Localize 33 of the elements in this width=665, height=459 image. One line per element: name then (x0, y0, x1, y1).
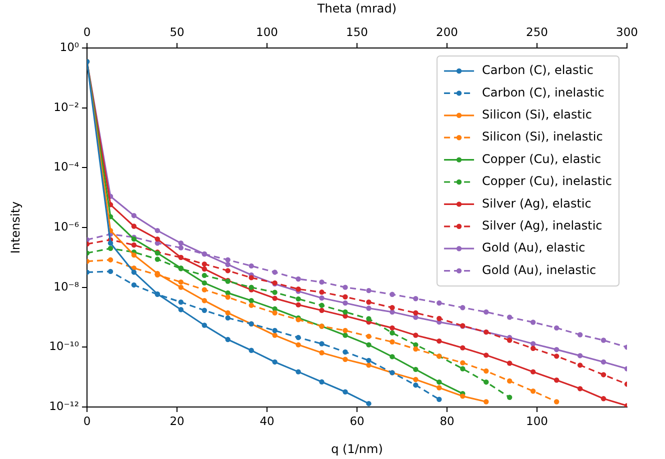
x2-axis-title: Theta (mrad) (316, 1, 397, 16)
legend-label: Silver (Ag), inelastic (482, 218, 602, 233)
x-axis-title: q (1/nm) (331, 442, 383, 456)
x2-tick-label: 150 (346, 25, 368, 40)
y-tick-label: 10⁻⁴ (54, 160, 80, 174)
legend-label: Copper (Cu), inelastic (482, 174, 612, 188)
legend-label: Gold (Au), inelastic (482, 262, 596, 277)
x-tick-label: 100 (526, 414, 548, 428)
legend-label: Silicon (Si), elastic (482, 108, 592, 122)
y-tick-label: 10⁻¹² (49, 398, 79, 413)
y-tick-label: 10⁻² (54, 100, 79, 114)
x-tick-label: 60 (350, 414, 364, 428)
y-tick-label: 10⁻⁸ (54, 279, 80, 294)
x2-tick-label: 50 (170, 25, 184, 40)
legend-label: Silver (Ag), elastic (482, 196, 592, 210)
y-tick-label: 10⁻¹⁰ (49, 339, 80, 354)
x2-tick-label: 0 (83, 25, 91, 40)
x-tick-label: 80 (440, 414, 454, 428)
y-axis-title: Intensity (8, 201, 22, 254)
x-tick-label: 0 (83, 414, 91, 428)
x2-tick-label: 250 (526, 25, 548, 40)
x2-tick-label: 200 (436, 25, 458, 40)
x2-tick-label: 100 (256, 25, 278, 40)
legend-label: Carbon (C), elastic (482, 63, 594, 78)
y-tick-label: 10⁻⁶ (54, 219, 80, 234)
x-tick-label: 20 (170, 414, 184, 428)
x2-tick-label: 300 (616, 25, 638, 40)
legend-label: Copper (Cu), elastic (482, 152, 602, 166)
legend-label: Gold (Au), elastic (482, 240, 586, 255)
y-tick-label: 10⁰ (60, 40, 80, 54)
x-tick-label: 40 (260, 414, 274, 428)
legend-label: Carbon (C), inelastic (482, 85, 604, 100)
legend-label: Silicon (Si), inelastic (482, 130, 603, 144)
